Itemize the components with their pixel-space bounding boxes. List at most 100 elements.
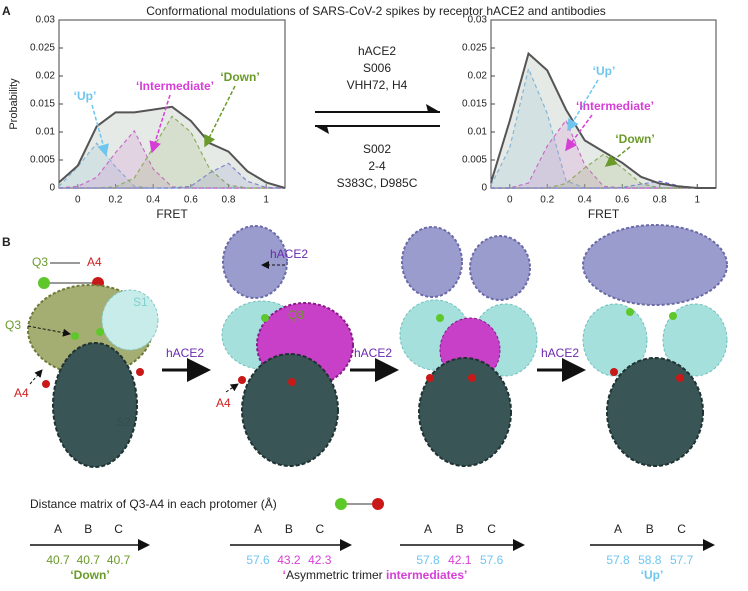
a4-ball [610, 368, 618, 376]
annotation-arrow [204, 85, 236, 148]
y-tick-label: 0.005 [30, 155, 55, 166]
condition-arrows: hACE2 S006 VHH72, H4 S002 2-4 S383C, D98… [315, 44, 440, 190]
protomer-label: C [315, 522, 324, 536]
hace2 [222, 225, 288, 299]
annotation: ‘Intermediate’ [136, 79, 214, 93]
q3-ball [436, 314, 444, 322]
component-line [59, 162, 286, 189]
panel-title: Conformational modulations of SARS-CoV-2… [146, 4, 606, 18]
x-axis-label: FRET [588, 207, 620, 221]
protomer-label: C [487, 522, 496, 536]
arrow-head [703, 539, 715, 551]
caption-part: intermediates’ [386, 568, 467, 582]
y-tick-label: 0 [49, 183, 55, 194]
y-tick-label: 0.03 [468, 15, 488, 26]
y-tick-label: 0.01 [468, 127, 488, 138]
protomer-label: B [84, 522, 92, 536]
protomer-label: B [456, 522, 464, 536]
annotation: ‘Intermediate’ [576, 99, 654, 113]
protomer-label: B [646, 522, 654, 536]
a4-ball [372, 498, 384, 510]
a4-ball [42, 380, 50, 388]
arrow-head [426, 104, 440, 112]
a4-ball [676, 374, 684, 382]
series-area [59, 163, 285, 188]
step-arrows: hACE2 hACE2 hACE2 [162, 346, 586, 382]
distance-value: 57.7 [670, 553, 694, 567]
condition: VHH72, H4 [347, 78, 408, 92]
annotation: ‘Down’ [220, 70, 259, 84]
s1-label: S1 [133, 295, 148, 309]
a4-label: A4 [14, 386, 29, 400]
protomer-label: A [424, 522, 432, 536]
step-label: hACE2 [541, 346, 579, 360]
series-area [59, 130, 285, 188]
caption: ‘Down’ [70, 568, 109, 582]
fit-line [490, 51, 716, 189]
caption: ‘Up’ [641, 568, 664, 582]
x-tick-label: 0.8 [653, 195, 667, 206]
s2 [241, 353, 339, 467]
step-label: hACE2 [354, 346, 392, 360]
component-line [491, 119, 716, 189]
a4-ball [426, 374, 434, 382]
a4-label: A4 [216, 396, 231, 410]
arrow-head [138, 539, 150, 551]
q3-label: Q3 [5, 318, 21, 332]
annotation-arrow [565, 114, 593, 152]
distance-value: 40.7 [46, 553, 70, 567]
caption: ‘Asymmetric trimer intermediates’ [283, 568, 468, 582]
q3-ball [335, 498, 347, 510]
a4-ball [238, 376, 246, 384]
panel-label: B [2, 235, 11, 249]
x-tick-label: 0.2 [540, 195, 554, 206]
annotation: ‘Down’ [615, 132, 654, 146]
s2 [418, 357, 512, 467]
legend-q3: Q3 [32, 255, 48, 269]
hace2-label: hACE2 [270, 247, 308, 261]
plot-area [58, 19, 286, 189]
distance-value: 57.8 [606, 553, 630, 567]
structure-intermediate: hACE2 Q3 A4 [216, 225, 354, 467]
distance-value: 40.7 [107, 553, 131, 567]
s2-label: S2 [116, 415, 131, 429]
fit-line [58, 105, 286, 189]
series-area [491, 53, 716, 188]
s1 [662, 303, 728, 377]
x-tick-label: 0 [75, 195, 81, 206]
hace2 [469, 235, 531, 301]
y-tick-label: 0.025 [462, 43, 487, 54]
x-tick-label: 1 [263, 195, 269, 206]
annotation-arrow [604, 146, 631, 167]
protomer-label: C [114, 522, 123, 536]
pointer [225, 383, 239, 393]
series-area [59, 143, 285, 188]
hace2 [401, 226, 463, 298]
y-tick-label: 0.005 [462, 155, 487, 166]
distance-title: Distance matrix of Q3-A4 in each protome… [30, 496, 277, 511]
distance-value: 40.7 [77, 553, 101, 567]
protomer-label: B [285, 522, 293, 536]
series-area [59, 106, 285, 188]
annotation-arrow [91, 104, 109, 157]
y-tick-label: 0.02 [36, 71, 56, 82]
x-tick-label: 0.8 [222, 195, 236, 206]
protomer-label: A [614, 522, 622, 536]
structure-down: S1 Q3 A4 S2 [5, 284, 159, 468]
series-area [491, 120, 716, 188]
component-line [58, 129, 285, 189]
x-tick-label: 0.6 [184, 195, 198, 206]
x-tick-label: 1 [694, 195, 700, 206]
s2 [606, 357, 704, 467]
q3-ball [71, 332, 79, 340]
a4-ball [468, 374, 476, 382]
annotation: ‘Up’ [74, 89, 97, 103]
q3-ball [96, 328, 104, 336]
panel-label: A [2, 4, 11, 18]
y-tick-label: 0.01 [36, 127, 56, 138]
condition: S383C, D985C [337, 176, 418, 190]
distance-value: 42.1 [448, 553, 472, 567]
protomer-label: C [677, 522, 686, 536]
s1 [101, 289, 159, 351]
